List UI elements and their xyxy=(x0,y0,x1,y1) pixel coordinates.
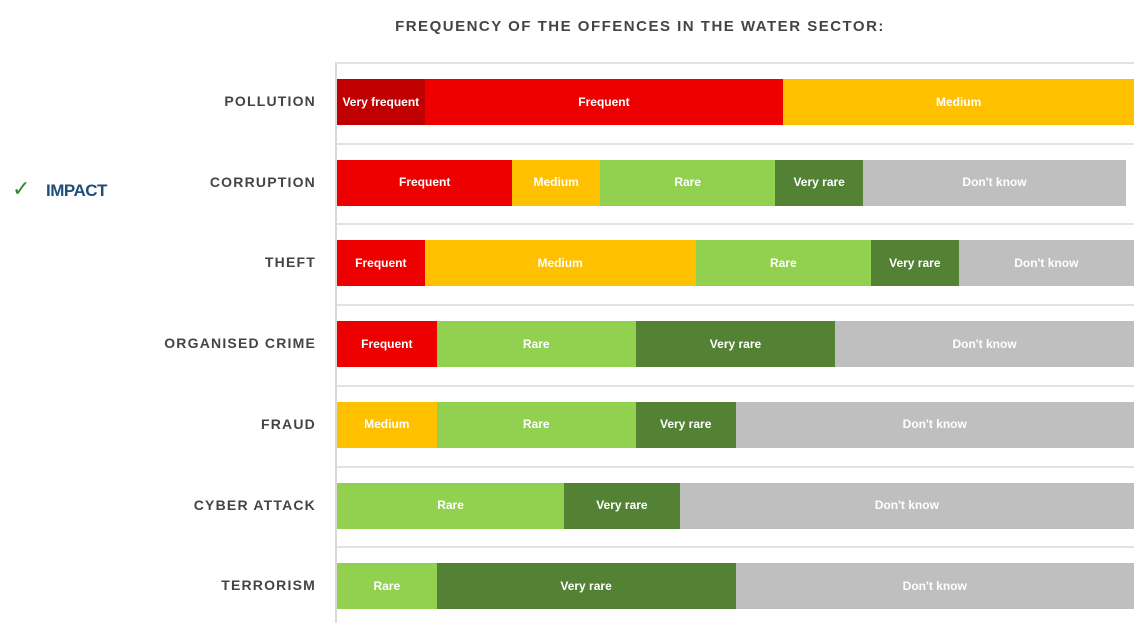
bar-segment: Rare xyxy=(337,563,437,610)
segment-label: Rare xyxy=(437,498,464,512)
segment-label: Don't know xyxy=(902,578,967,593)
annotation: IMPACT xyxy=(46,181,107,200)
separator xyxy=(337,62,1134,64)
bar-segment: Don't know xyxy=(735,563,1134,610)
bar-segment: Rare xyxy=(600,159,776,206)
bar-segment: Frequent xyxy=(337,159,513,206)
bar-segment: Very frequent xyxy=(337,79,425,125)
check-icon: ✓ xyxy=(12,176,31,201)
segment-label: Rare xyxy=(522,417,550,432)
segment-label: Frequent xyxy=(398,175,451,190)
bar-segment: Don't know xyxy=(958,240,1134,287)
y-tick-label: THEFT xyxy=(264,254,316,271)
bar-segment: Very rare xyxy=(436,563,736,610)
bar-segment: Frequent xyxy=(337,321,437,368)
segment-label: Very rare xyxy=(659,417,712,432)
bar-segment: Don't know xyxy=(735,401,1134,448)
segment-label: Very frequent xyxy=(342,94,420,109)
bar-segment: Medium xyxy=(512,159,600,206)
segment-label: Very rare xyxy=(560,578,612,593)
segment-label: Don't know xyxy=(1014,255,1079,270)
separator xyxy=(337,465,1134,468)
bar-segment: Very rare xyxy=(635,401,736,448)
segment-label: Very rare xyxy=(889,255,941,270)
bar-segment: Very rare xyxy=(870,240,959,287)
y-tick-label: TERRORISM xyxy=(221,577,316,594)
segment-label: Frequent xyxy=(361,336,413,351)
y-tick-label: CYBER ATTACK xyxy=(193,496,316,513)
segment-label: Rare xyxy=(522,336,550,351)
segment-label: Medium xyxy=(533,175,579,190)
segment-label: Don't know xyxy=(874,498,939,512)
segment-label: Rare xyxy=(373,578,401,593)
bar-segment: Don't know xyxy=(835,321,1134,368)
bar-segment: Very rare xyxy=(775,159,863,206)
segment-label: Don't know xyxy=(902,417,967,432)
segment-label: Medium xyxy=(935,94,982,109)
bar-segment: Don't know xyxy=(679,482,1134,529)
y-tick-label: CORRUPTION xyxy=(209,173,316,190)
segment-label: Don't know xyxy=(952,336,1017,351)
bar-segment: Medium xyxy=(783,79,1134,125)
segment-label: Rare xyxy=(769,255,797,270)
y-tick-label: FRAUD xyxy=(261,415,316,432)
segment-label: Very rare xyxy=(793,175,845,190)
bar-segment: Frequent xyxy=(424,79,784,125)
bar-segment: Rare xyxy=(436,321,636,368)
bar-segment: Rare xyxy=(337,482,565,529)
bar-segment: Medium xyxy=(424,240,696,287)
segment-label: Medium xyxy=(364,417,410,432)
segment-label: Frequent xyxy=(578,94,630,109)
segment-label: Very rare xyxy=(596,498,648,512)
segment-label: Frequent xyxy=(355,255,407,270)
bar-segment: Very rare xyxy=(564,482,680,529)
axis-line xyxy=(335,62,337,623)
segment-label: Very rare xyxy=(709,336,762,351)
segment-label: Rare xyxy=(674,175,701,190)
bar-segment: Medium xyxy=(337,401,437,448)
separator xyxy=(337,142,1134,145)
separator xyxy=(337,304,1134,307)
bar-segment: Don't know xyxy=(863,159,1127,206)
y-tick-label: POLLUTION xyxy=(224,93,316,109)
bar-segment: Rare xyxy=(695,240,871,287)
separator xyxy=(337,223,1134,226)
bar-segment: Frequent xyxy=(337,240,425,287)
chart-title: FREQUENCY OF THE OFFENCES IN THE WATER S… xyxy=(395,18,885,35)
segment-label: Medium xyxy=(537,255,583,270)
bar-segment: Rare xyxy=(436,401,636,448)
y-tick-label: ORGANISED CRIME xyxy=(164,335,316,352)
separator xyxy=(337,384,1134,387)
separator xyxy=(337,546,1134,549)
bar-segment: Very rare xyxy=(635,321,836,368)
segment-label: Don't know xyxy=(962,175,1027,190)
